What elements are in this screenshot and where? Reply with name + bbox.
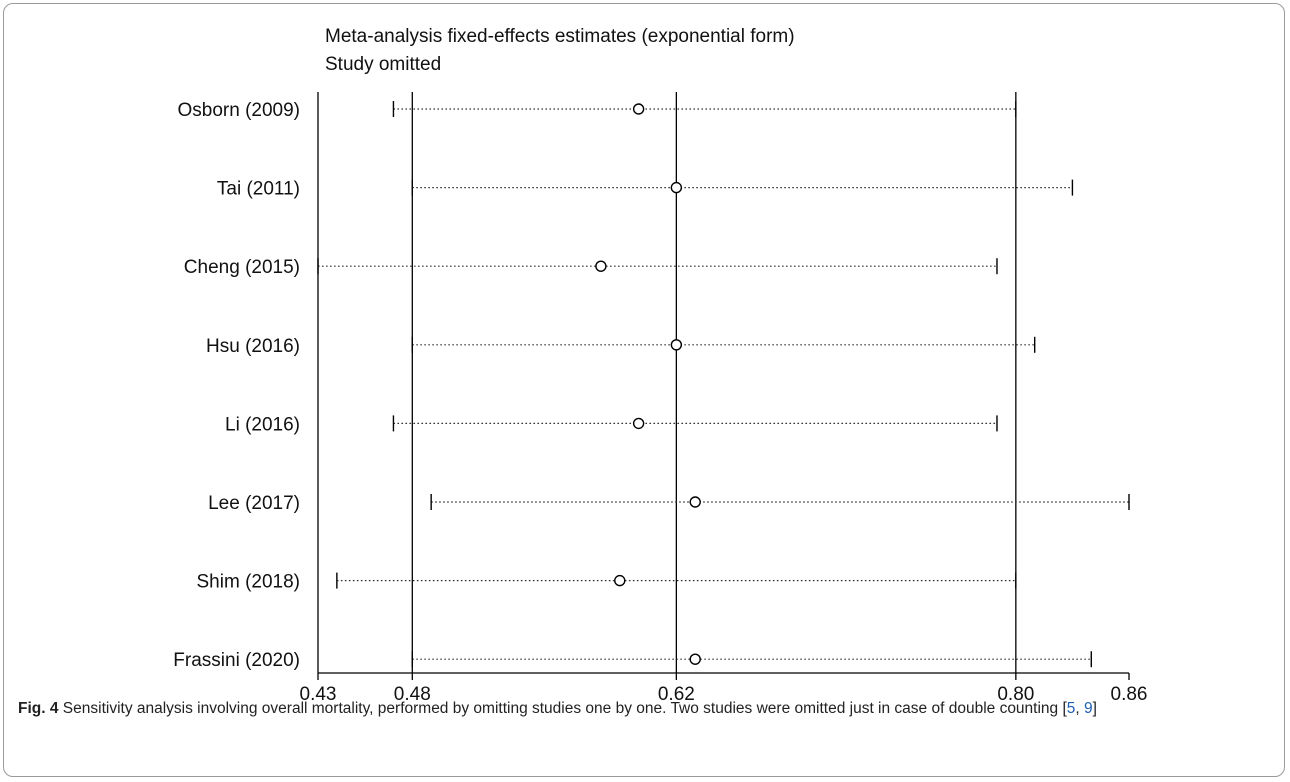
x-tick-label-0: 0.43 [300,684,337,700]
forest-plot: 0.43 0.48 0.62 0.80 0.86 Osborn (2009) Tai (20… [173,92,1148,700]
chart-title: Meta-analysis fixed-effects estimates (e… [325,26,795,47]
estimate-point-6 [614,574,626,587]
study-label-6: Shim (2018) [197,572,301,593]
estimate-point-3 [670,339,683,351]
x-tick-label-3: 0.80 [997,684,1034,700]
study-label-3: Hsu (2016) [206,336,300,357]
study-label-5: Lee (2017) [208,493,300,514]
study-label-2: Cheng (2015) [184,257,300,278]
study-label-4: Li (2016) [225,414,300,435]
caption-separator: , [1075,700,1085,717]
estimate-point-7 [689,653,701,665]
x-tick-label-2: 0.62 [658,684,695,700]
study-label-7: Frassini (2020) [173,650,300,671]
estimate-point-4 [632,417,645,430]
estimate-point-2 [595,260,607,272]
caption-end: ] [1092,700,1097,717]
study-label-1: Tai (2011) [217,179,300,200]
x-tick-label-1: 0.48 [394,684,431,700]
reference-link-9[interactable]: 9 [1084,700,1093,717]
estimate-point-5 [689,496,701,508]
reference-link-5[interactable]: 5 [1066,700,1076,717]
chart-subtitle: Study omitted [325,54,442,75]
x-tick-label-4: 0.86 [1111,684,1148,700]
caption-text: Sensitivity analysis involving overall m… [58,700,1067,717]
figure-label: Fig. 4 [18,700,59,717]
study-label-0: Osborn (2009) [177,100,300,121]
estimate-point-0 [632,103,645,115]
estimate-point-1 [670,181,683,194]
figure-caption: Fig. 4 Sensitivity analysis involving ov… [18,697,1273,721]
figure-frame: Meta-analysis fixed-effects estimates (e… [3,3,1285,777]
